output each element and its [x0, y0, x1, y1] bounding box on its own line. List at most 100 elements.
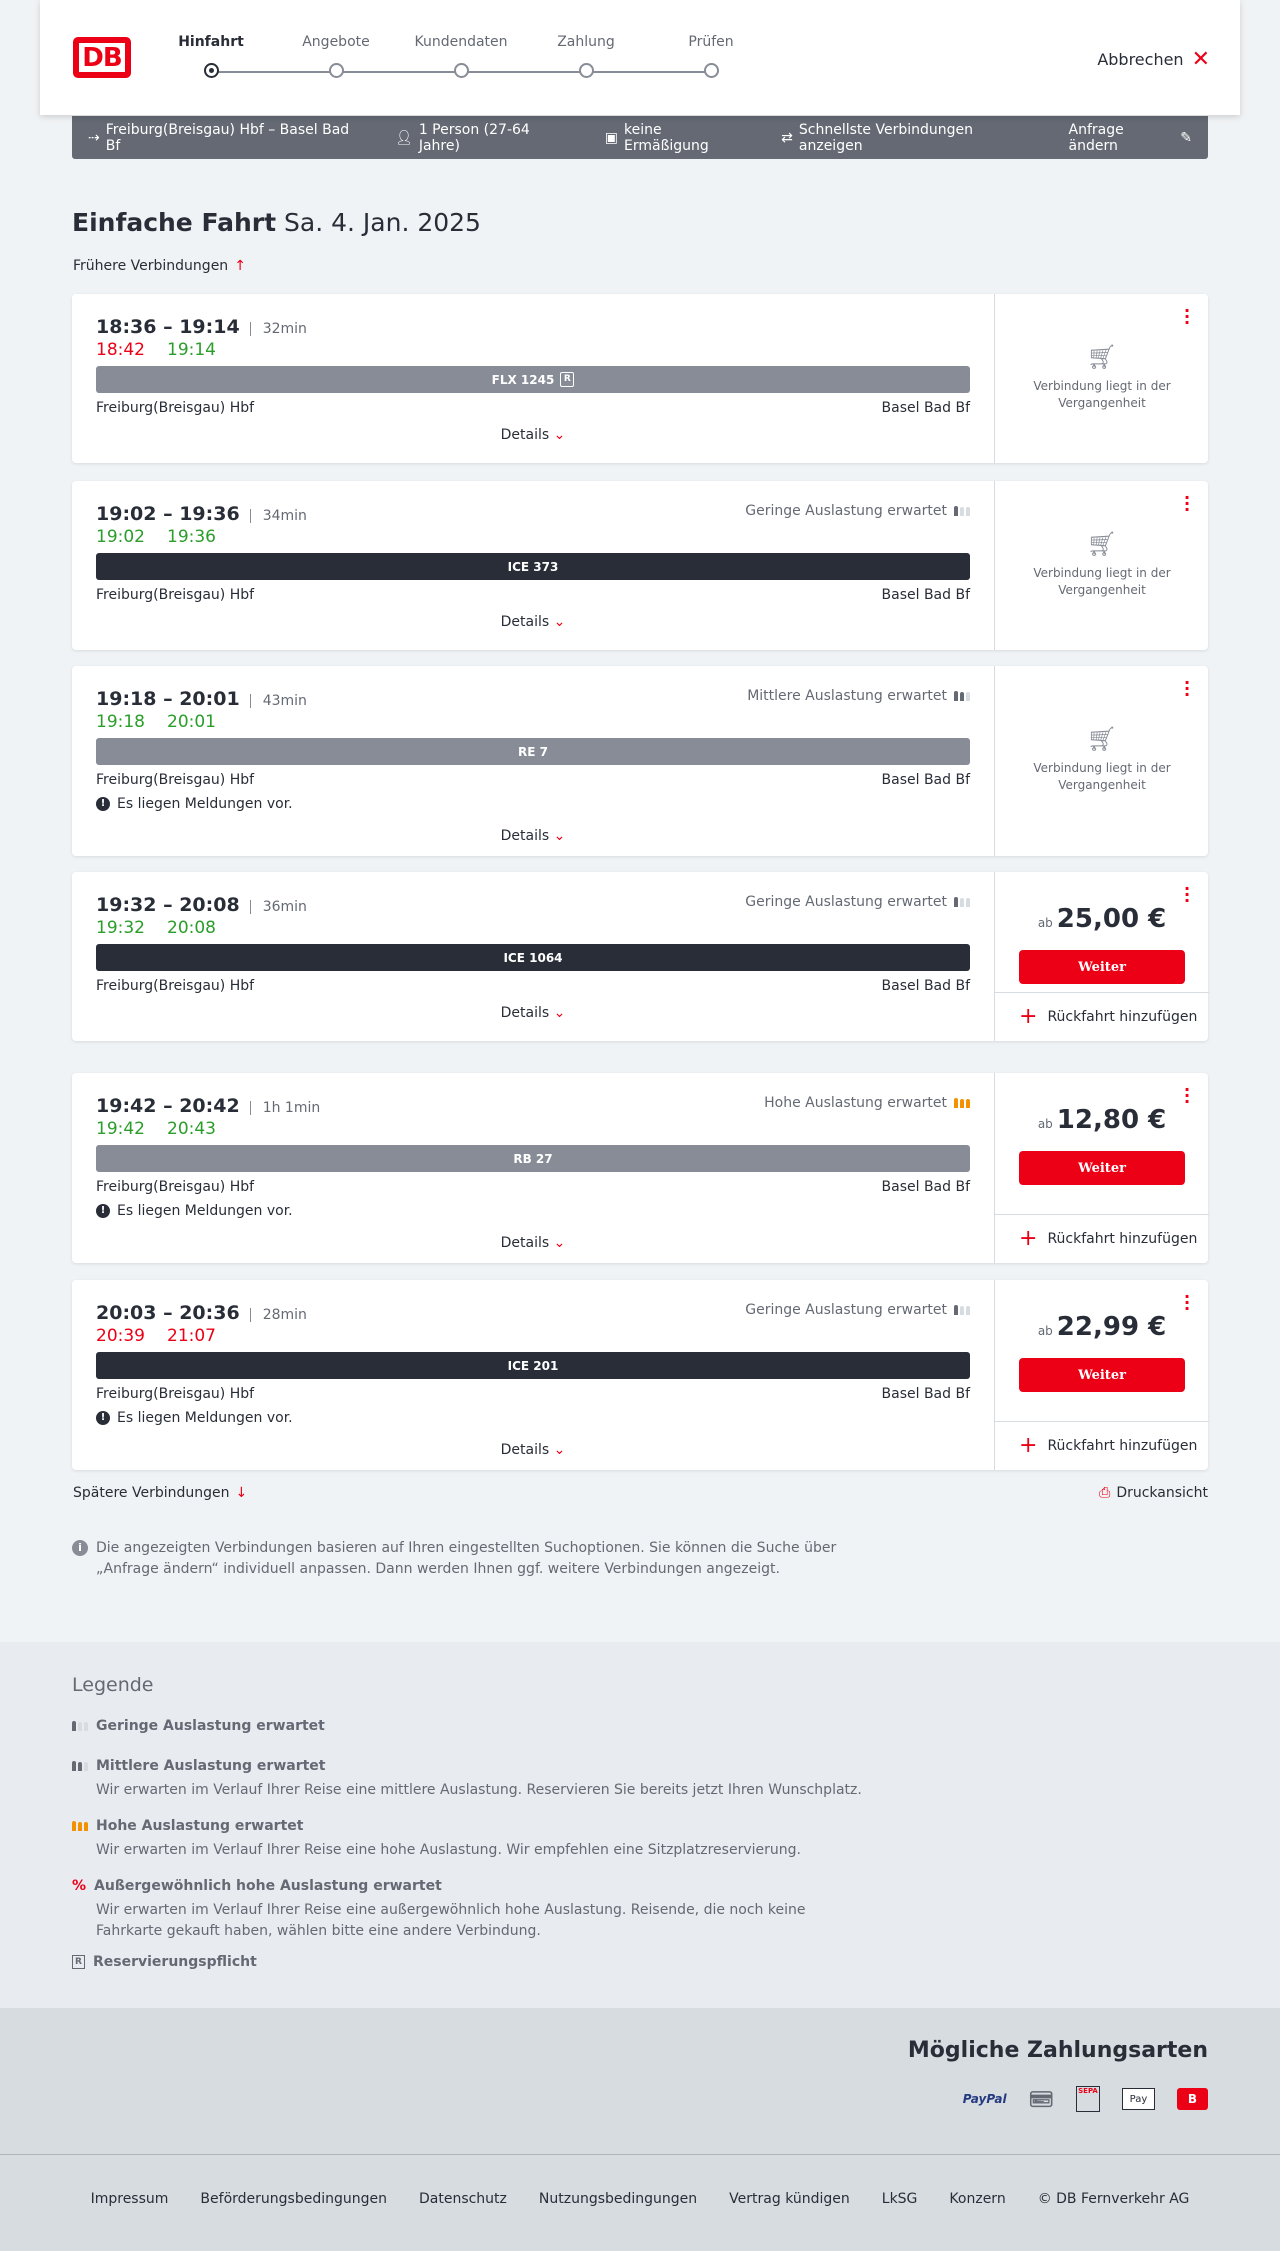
earlier-connections-link[interactable]: Frühere Verbindungen ↑ — [73, 258, 246, 274]
close-icon: ✕ — [1191, 47, 1210, 72]
load-level-icon — [954, 691, 970, 701]
load-level-icon — [954, 1305, 970, 1315]
continue-button[interactable]: Weiter — [1019, 950, 1185, 984]
details-toggle[interactable]: Details ⌄ — [500, 614, 566, 630]
schedule-times: 19:42 – 20:42 1h 1min — [96, 1095, 321, 1117]
to-station: Basel Bad Bf — [881, 772, 970, 788]
from-station: Freiburg(Breisgau) Hbf — [96, 772, 255, 788]
details-toggle[interactable]: Details ⌄ — [500, 427, 566, 443]
from-station: Freiburg(Breisgau) Hbf — [96, 400, 255, 416]
step-dot — [704, 63, 719, 78]
load-level-icon — [72, 1721, 88, 1731]
print-view-link[interactable]: ⎙ Druckansicht — [1099, 1485, 1208, 1501]
exceptional-load-icon: % — [72, 1878, 87, 1894]
connection-card[interactable]: 19:32 – 20:08 36min 19:32 20:08 Geringe Au… — [72, 872, 1209, 1041]
train-bar[interactable]: RB 27 — [96, 1145, 970, 1172]
header: DB Hinfahrt Angebote Kundendaten Zahlung Prü… — [40, 0, 1240, 115]
continue-button[interactable]: Weiter — [1019, 1151, 1185, 1185]
train-bar[interactable]: ICE 373 — [96, 553, 970, 580]
from-station: Freiburg(Breisgau) Hbf — [96, 1386, 255, 1402]
alert-icon: ! — [96, 1411, 110, 1425]
price: ab 12,80 € — [1037, 1105, 1167, 1135]
more-options-icon[interactable]: · · · — [1184, 1080, 1191, 1111]
footer-link[interactable]: Beförderungsbedingungen — [200, 2191, 387, 2207]
footer-link[interactable]: © DB Fernverkehr AG — [1037, 2191, 1190, 2207]
connection-card[interactable]: 19:42 – 20:42 1h 1min 19:42 20:43 Hohe Aus… — [72, 1073, 1209, 1263]
persons-summary: 👤︎ 1 Person (27-64 Jahre) — [395, 121, 530, 154]
step-4: Prüfen — [651, 34, 771, 78]
train-bar[interactable]: ICE 1064 — [96, 944, 970, 971]
realtime: 19:02 19:36 — [96, 527, 216, 547]
footer-link[interactable]: Konzern — [949, 2191, 1006, 2207]
load-level-icon — [72, 1821, 88, 1831]
connection-card[interactable]: 20:03 – 20:36 28min 20:39 21:07 Geringe Au… — [72, 1280, 1209, 1470]
schedule-times: 19:18 – 20:01 43min — [96, 688, 307, 710]
footer-link[interactable]: Nutzungsbedingungen — [538, 2191, 698, 2207]
price: ab 22,99 € — [1037, 1312, 1167, 1342]
realtime: 18:42 19:14 — [96, 340, 216, 360]
to-station: Basel Bad Bf — [881, 587, 970, 603]
plus-icon: + — [1019, 1004, 1038, 1029]
load-level-icon — [954, 506, 970, 516]
arrow-down-icon: ↓ — [235, 1485, 248, 1501]
footer-link[interactable]: LkSG — [881, 2191, 918, 2207]
add-return-button[interactable]: + Rückfahrt hinzufügen — [995, 1214, 1209, 1262]
page-title: Einfache Fahrt Sa. 4. Jan. 2025 — [72, 208, 481, 237]
duration: 34min — [249, 509, 307, 523]
to-station: Basel Bad Bf — [881, 978, 970, 994]
plus-icon: + — [1019, 1226, 1038, 1251]
chevron-down-icon: ⌄ — [553, 427, 566, 443]
duration: 36min — [249, 900, 307, 914]
paypal-icon: PayPal — [962, 2092, 1007, 2106]
legend-item: % Außergewöhnlich hohe Auslastung erwarte… — [72, 1878, 806, 1939]
cancel-button[interactable]: Abbrechen ✕ — [1097, 47, 1210, 72]
train-bar[interactable]: ICE 201 — [96, 1352, 970, 1379]
details-toggle[interactable]: Details ⌄ — [500, 1235, 566, 1251]
legend-item: Hohe Auslastung erwartet Wir erwarten im … — [72, 1818, 876, 1861]
from-station: Freiburg(Breisgau) Hbf — [96, 587, 255, 603]
connection-card[interactable]: 18:36 – 19:14 32min 18:42 19:14 FLX 1245 R … — [72, 294, 1208, 463]
legend-item: Mittlere Auslastung erwartet Wir erwarten… — [72, 1758, 876, 1801]
load-indicator: Hohe Auslastung erwartet — [764, 1095, 970, 1111]
bahncard-icon: ▣ — [604, 129, 619, 146]
load-indicator: Geringe Auslastung erwartet — [745, 1302, 970, 1318]
continue-button[interactable]: Weiter — [1019, 1358, 1185, 1392]
payment-section: Mögliche Zahlungsarten PayPal 💳︎ SEPA Pa… — [0, 2008, 1280, 2154]
later-connections-link[interactable]: Spätere Verbindungen ↓ — [73, 1485, 248, 1501]
more-options-icon[interactable]: · · · — [1184, 301, 1191, 332]
add-return-button[interactable]: + Rückfahrt hinzufügen — [995, 1421, 1209, 1469]
step-1: Angebote — [276, 34, 396, 78]
details-toggle[interactable]: Details ⌄ — [500, 1442, 566, 1458]
pencil-icon: ✎ — [1180, 129, 1192, 146]
realtime: 19:18 20:01 — [96, 712, 216, 732]
details-toggle[interactable]: Details ⌄ — [500, 828, 566, 844]
realtime: 19:42 20:43 — [96, 1119, 216, 1139]
option-summary: ⇄ Schnellste Verbindungen anzeigen — [781, 121, 973, 154]
connection-card[interactable]: 19:18 – 20:01 43min 19:18 20:01 Mittlere A… — [72, 666, 1208, 856]
footer-link[interactable]: Vertrag kündigen — [729, 2191, 850, 2207]
details-toggle[interactable]: Details ⌄ — [500, 1005, 566, 1021]
duration: 28min — [249, 1308, 307, 1322]
more-options-icon[interactable]: · · · — [1184, 488, 1191, 519]
route-summary: ⇢ Freiburg(Breisgau) Hbf – Basel Bad Bf — [88, 121, 350, 154]
load-indicator: Geringe Auslastung erwartet — [745, 894, 970, 910]
add-return-button[interactable]: + Rückfahrt hinzufügen — [995, 992, 1209, 1040]
train-bar[interactable]: RE 7 — [96, 738, 970, 765]
from-station: Freiburg(Breisgau) Hbf — [96, 978, 255, 994]
past-notice: 🛒︎ Verbindung liegt in der Vergangenheit — [995, 532, 1209, 599]
footer-link[interactable]: Impressum — [90, 2191, 169, 2207]
schedule-times: 19:32 – 20:08 36min — [96, 894, 307, 916]
more-options-icon[interactable]: · · · — [1184, 1287, 1191, 1318]
edit-query-button[interactable]: Anfrage ändern ✎ — [1068, 121, 1193, 154]
more-options-icon[interactable]: · · · — [1184, 673, 1191, 704]
more-options-icon[interactable]: · · · — [1184, 879, 1191, 910]
footer-link[interactable]: Datenschutz — [418, 2191, 507, 2207]
db-logo[interactable]: DB — [73, 37, 131, 78]
step-2: Kundendaten — [401, 34, 521, 78]
train-bar[interactable]: FLX 1245 R — [96, 366, 970, 393]
reservation-required-icon: R — [72, 1955, 85, 1969]
apple-pay-icon: Pay — [1122, 2088, 1155, 2110]
step-dot — [454, 63, 469, 78]
past-notice: 🛒︎ Verbindung liegt in der Vergangenheit — [995, 727, 1209, 794]
connection-card[interactable]: 19:02 – 19:36 34min 19:02 19:36 Geringe Au… — [72, 481, 1208, 650]
